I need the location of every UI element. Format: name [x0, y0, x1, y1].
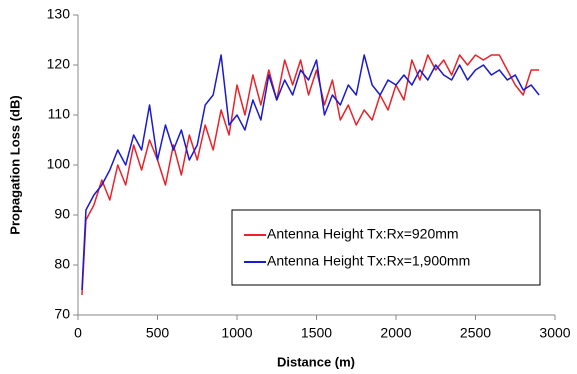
y-axis-title: Propagation Loss (dB): [7, 95, 22, 234]
y-tick-label: 70: [54, 306, 70, 322]
y-tick-label: 130: [47, 6, 71, 22]
y-tick-label: 80: [54, 256, 70, 272]
y-tick-label: 110: [48, 106, 71, 122]
legend-box: [231, 209, 541, 286]
y-tick-label: 120: [47, 56, 71, 72]
x-axis-title: Distance (m): [277, 354, 355, 369]
x-tick-label: 500: [146, 325, 170, 341]
y-tick-label: 100: [47, 156, 71, 172]
legend-label: Antenna Height Tx:Rx=1,900mm: [267, 253, 470, 269]
series-line: [81, 54, 540, 291]
x-tick-label: 2000: [380, 325, 411, 341]
y-tick-label: 90: [54, 206, 70, 222]
legend-label: Antenna Height Tx:Rx=920mm: [267, 226, 459, 242]
x-tick-label: 2500: [460, 325, 491, 341]
x-tick-label: 0: [74, 325, 82, 341]
x-tick-label: 1500: [301, 325, 332, 341]
x-tick-label: 1000: [221, 325, 252, 341]
series-line: [81, 54, 540, 296]
x-tick-label: 3000: [539, 325, 570, 341]
